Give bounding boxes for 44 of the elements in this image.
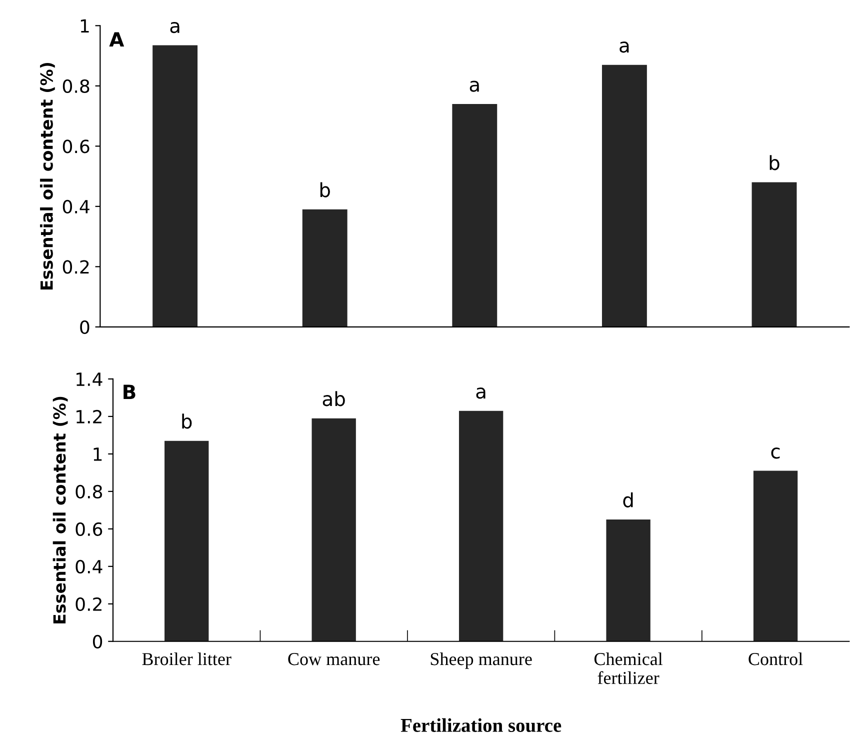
y-tick-label: 0.2 [76,597,102,612]
bar [602,64,647,327]
y-tick-label: 0.2 [62,260,89,274]
bar [753,470,798,642]
y-axis-title: Essential oil content (%) [52,396,68,624]
bar [164,440,209,642]
annotation: b [182,414,192,429]
bar [458,410,504,642]
annotation: a [470,80,479,92]
y-tick-label: 0.8 [76,484,102,499]
annotation: a [170,22,180,34]
annotation: b [770,155,780,170]
y-tick-label: 0.4 [76,560,102,574]
bar [302,209,348,327]
x-axis-title: Fertilization source [400,718,562,732]
x-tick-label: Chemical fertilizer [594,652,663,684]
y-tick-label: 1 [80,19,89,33]
y-tick-label: 0.8 [62,79,90,94]
bar [752,182,797,327]
chart-title: B [124,384,136,399]
chart-title: A [109,32,124,46]
x-tick-label: Cow manure [288,653,380,666]
y-tick-label: 1.4 [76,372,102,386]
y-tick-label: 0 [80,320,90,334]
x-tick-label: Sheep manure [430,652,532,669]
bar [312,418,356,642]
y-tick-label: 0.6 [76,522,102,536]
y-tick-label: 1.2 [76,410,102,424]
y-tick-label: 0.6 [62,140,90,154]
annotation: d [623,492,633,508]
y-tick-label: 0 [92,634,102,648]
x-tick-label: Broiler litter [142,652,232,666]
annotation: a [476,388,486,399]
bar [606,520,650,642]
annotation: c [771,448,780,459]
annotation: b [320,182,330,198]
annotation: ab [322,391,345,406]
bar [152,45,198,327]
y-tick-label: 0.4 [62,200,90,214]
annotation: a [620,42,629,53]
y-axis-title: Essential oil content (%) [40,62,55,290]
x-tick-label: Control [748,652,803,666]
bar [452,104,498,327]
y-tick-label: 1 [94,448,102,461]
